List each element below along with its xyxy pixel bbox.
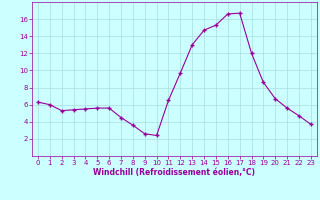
X-axis label: Windchill (Refroidissement éolien,°C): Windchill (Refroidissement éolien,°C) <box>93 168 255 177</box>
